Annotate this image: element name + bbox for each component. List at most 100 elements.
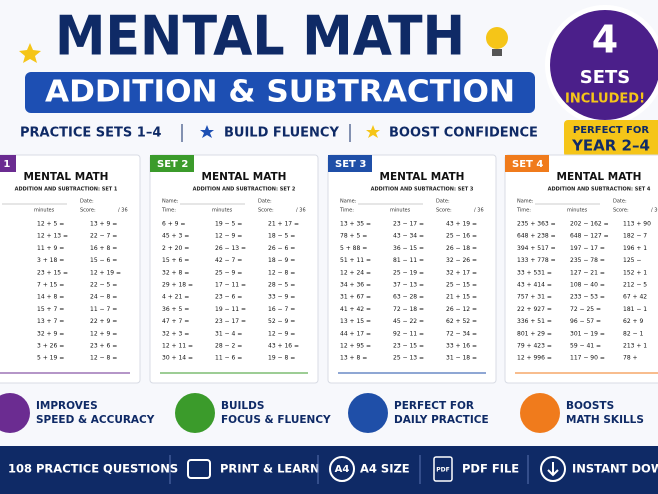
sheet-subtitle: ADDITION AND SUBTRACTION: SET 3 — [371, 187, 474, 193]
problem: 13 + 8 = — [340, 355, 367, 362]
features: IMPROVES SPEED & ACCURACY BUILDS FOCUS & FL… — [0, 393, 644, 433]
feature-text: BOOSTS — [566, 400, 614, 412]
star-icon — [366, 125, 380, 138]
problem: 18 − 9 = — [268, 257, 295, 264]
problem: 23 − 17 = — [393, 221, 424, 228]
sheet — [149, 154, 319, 384]
problem: 26 − 12 = — [446, 306, 477, 313]
problem: 36 + 5 = — [162, 306, 189, 313]
problem: 11 − 7 = — [90, 306, 117, 313]
problem: 92 − 11 = — [393, 330, 424, 337]
banner-text: ADDITION & SUBTRACTION — [45, 75, 515, 110]
problem: 14 + 8 = — [37, 294, 64, 301]
problem: 81 − 11 = — [393, 257, 424, 264]
sheet-subtitle: ADDITION AND SUBTRACTION: SET 4 — [548, 187, 651, 193]
problem: 213 + 1 — [623, 343, 647, 350]
sheet — [504, 154, 658, 384]
problem: 233 − 53 = — [570, 294, 605, 301]
sheet-subtitle: ADDITION AND SUBTRACTION: SET 1 — [15, 187, 118, 193]
problem: 212 − 5 — [623, 282, 647, 289]
problem: 13 + 15 = — [340, 318, 371, 325]
problem: 12 + 24 = — [340, 269, 371, 276]
problem: 33 + 531 = — [517, 269, 552, 276]
badge-number: 4 — [592, 18, 618, 62]
problem: 12 + 5 = — [37, 221, 64, 228]
problem: 12 + 19 = — [90, 269, 121, 276]
problem: 32 − 26 = — [446, 257, 477, 264]
field-label: Date: — [613, 199, 627, 205]
bulb-base — [492, 49, 502, 56]
field-label: minutes — [212, 208, 233, 214]
banner — [25, 72, 535, 113]
sheet-subtitle: ADDITION AND SUBTRACTION: SET 2 — [193, 187, 296, 193]
field-label: Date: — [80, 199, 94, 205]
problem: 3 + 26 = — [37, 343, 64, 350]
feature-text: BUILDS — [221, 400, 264, 412]
feature-icon — [348, 393, 388, 433]
star-icon — [19, 43, 41, 63]
problem: 96 − 57 = — [570, 318, 601, 325]
field-label: Date: — [258, 199, 272, 205]
set-label: SET 2 — [157, 159, 188, 170]
problem: 23 − 17 = — [215, 318, 246, 325]
problem: 12 + 996 = — [517, 355, 552, 362]
sheet-title: MENTAL MATH — [557, 171, 642, 183]
field-label: Score: — [80, 208, 96, 214]
problem: 21 + 15 = — [446, 294, 477, 301]
problem: 25 − 15 = — [446, 282, 477, 289]
problem: 34 + 36 = — [340, 282, 371, 289]
problem: 108 − 40 = — [570, 282, 605, 289]
set-label-box — [505, 155, 549, 172]
problem: 16 − 7 = — [268, 306, 295, 313]
set-label-box — [0, 155, 16, 172]
set-label: SET 4 — [512, 159, 543, 170]
problem: 25 − 9 = — [215, 269, 242, 276]
sheets: SET 1 MENTAL MATH ADDITION AND SUBTRACTION… — [0, 154, 658, 384]
field-label: minutes — [34, 208, 55, 214]
problem: 801 + 29 = — [517, 330, 552, 337]
problem: 15 + 7 = — [37, 306, 64, 313]
problem: 301 − 19 = — [570, 330, 605, 337]
field-label: / 36 — [474, 208, 484, 214]
problem: 72 − 25 = — [570, 306, 601, 313]
problem: 13 + 9 = — [90, 221, 117, 228]
footer-item: A4 SIZE — [360, 462, 410, 476]
problem: 21 + 17 = — [268, 221, 299, 228]
problem: 52 − 9 = — [268, 318, 295, 325]
field-label: Name: — [517, 199, 534, 205]
problem: 16 + 8 = — [90, 245, 117, 252]
footer-item: INSTANT DOWNLOAD — [572, 462, 658, 476]
problem: 12 + 9 = — [90, 330, 117, 337]
problem: 25 − 16 = — [446, 233, 477, 240]
problem: 31 − 4 = — [215, 330, 242, 337]
tagline: BUILD FLUENCY — [224, 126, 339, 141]
problem: 17 − 11 = — [215, 282, 246, 289]
set-label: SET 3 — [335, 159, 366, 170]
problem: 23 + 15 = — [37, 269, 68, 276]
problem: 125 − — [623, 257, 641, 264]
field-label: minutes — [567, 208, 588, 214]
problem: 41 + 42 = — [340, 306, 371, 313]
problem: 235 + 363 = — [517, 221, 556, 228]
problem: 36 − 15 = — [393, 245, 424, 252]
problem: 4 + 21 = — [162, 294, 189, 301]
bulb-icon — [486, 27, 508, 49]
problem: 37 − 13 = — [393, 282, 424, 289]
tag-text: YEAR 2–4 — [571, 137, 650, 155]
problem: 24 − 8 = — [90, 294, 117, 301]
field-label: Date: — [436, 199, 450, 205]
problem: 32 + 8 = — [162, 269, 189, 276]
problem: 25 − 13 = — [393, 355, 424, 362]
feature-text: IMPROVES — [36, 400, 98, 412]
feature-icon — [0, 393, 30, 433]
field-label: / 36 — [296, 208, 306, 214]
problem: 72 − 34 = — [446, 330, 477, 337]
problem: 23 − 15 = — [393, 343, 424, 350]
problem: 72 − 18 = — [393, 306, 424, 313]
tag-text: PERFECT FOR — [573, 125, 649, 136]
problem: 117 − 90 = — [570, 355, 605, 362]
problem: 43 − 34 = — [393, 233, 424, 240]
problem: 197 − 17 = — [570, 245, 605, 252]
field-label: Name: — [162, 199, 179, 205]
